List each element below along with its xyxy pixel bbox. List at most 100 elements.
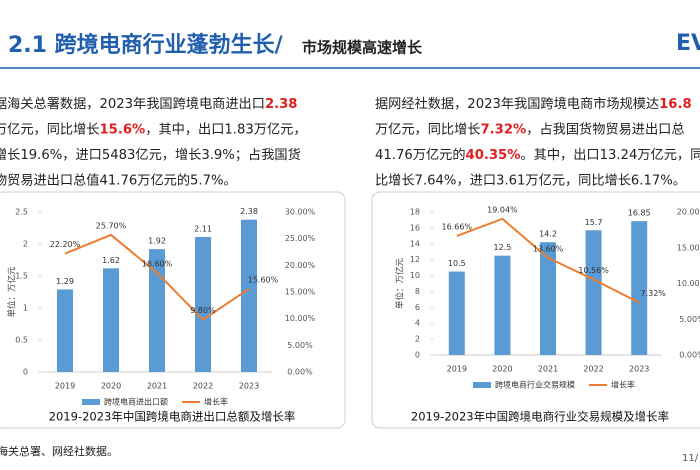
bar-value-label: 1.92 [148,237,166,246]
text-run: ，其中，出口1.83万亿元， [145,122,306,138]
y2-tick-label: 5.00% [287,341,313,350]
y-tick-label: 10 [410,271,420,280]
text-run: 16.8 [659,97,692,112]
bar-value-label: 16.85 [628,209,651,218]
text-run: 41.76万亿元的 [375,147,466,163]
page-number: 11/ [682,453,699,464]
paragraph-line: 据海关总署数据，2023年我国跨境电商进出口2.38 [0,96,297,112]
bar [103,268,119,372]
line-value-label: 13.60% [533,244,564,253]
y-tick-label: 2.5 [15,208,28,217]
bar-value-label: 2.11 [194,224,212,233]
chart-caption: 2019-2023年中国跨境电商行业交易规模及增长率 [411,410,669,424]
logo: EV [676,31,700,56]
line-value-label: 7.32% [640,289,666,298]
y-axis-label: 单位：万亿元 [395,258,406,310]
chart-box [371,191,700,429]
text-run: 7.32% [481,123,527,138]
y-tick-label: 0 [415,351,420,360]
y2-tick-label: 25.00% [285,234,316,243]
y2-tick-label: 30.00% [285,208,316,217]
legend-label: 增长率 [611,380,635,390]
subtitle: 市场规模高速增长 [302,39,423,57]
y2-tick-label: 20.00% [285,261,316,270]
y2-tick-label: 20.00% [677,208,700,217]
bar [585,230,602,355]
paragraph-line: 万亿元，同比增长15.6%，其中，出口1.83万亿元， [0,122,307,138]
line-value-label: 18.60% [142,259,173,268]
y-tick-label: 0 [23,368,28,377]
bar [494,255,511,355]
chart-caption: 2019-2023年中国跨境电商进出口总额及增长率 [49,410,296,424]
x-tick-label: 2022 [583,365,603,374]
text-run: 增长19.6%，进口5483亿元，增长3.9%；占我国货 [0,146,301,163]
line-value-label: 9.80% [190,306,216,315]
title: 2.1 跨境电商行业蓬勃生长/ [8,32,284,58]
line-value-label: 25.70% [96,221,127,230]
text-run: ，占我国货物贸易进出口总 [526,121,684,138]
bar [448,271,465,355]
bar [241,219,257,372]
paragraph-line: 比增长7.64%，进口3.61万亿元，同比增长6.17%。 [375,173,686,189]
x-tick-label: 2021 [147,382,167,391]
line-series [456,217,640,304]
legend-label: 增长率 [204,397,228,407]
bar-value-label: 1.62 [102,256,120,265]
text-run: 2.38 [265,97,298,112]
y-tick-label: 6 [415,303,420,312]
bar [540,242,556,355]
text-run: 40.35% [466,148,521,163]
x-tick-label: 2022 [193,382,213,391]
bar-value-label: 15.7 [585,218,603,227]
paragraph-line: 万亿元，同比增长7.32%，占我国货物贸易进出口总 [375,121,685,138]
text-run: 万亿元，同比增长 [375,122,481,138]
paragraph-line: 41.76万亿元的40.35%。其中，出口13.24万亿元，同 [375,147,700,163]
x-tick-label: 2023 [629,365,649,374]
chart-box [0,191,346,429]
y2-tick-label: 10.00% [677,279,700,288]
line-value-label: 10.56% [578,266,609,275]
line-series [64,233,250,322]
bar [149,249,165,372]
bar [631,221,648,355]
x-tick-label: 2019 [55,382,75,391]
x-tick-label: 2020 [101,382,121,391]
y-tick-label: 12 [410,255,420,264]
x-tick-label: 2020 [492,365,512,374]
y-tick-label: 1 [23,304,28,313]
source-note: 海关总署、网经社数据。 [0,444,118,458]
y-tick-label: 18 [410,208,420,217]
y-tick-label: 1.5 [15,272,28,281]
text-run: 15.6% [100,123,146,138]
bar-value-label: 2.38 [240,207,258,216]
legend-swatch [82,399,100,405]
bar-value-label: 12.5 [493,243,511,252]
y-axis-label: 单位：万亿元 [7,266,18,318]
paragraph-line: 物贸易进出口总值41.76万亿元的5.7%。 [0,173,237,189]
legend-swatch [473,382,491,388]
x-tick-label: 2023 [239,382,259,391]
text-run: 比增长7.64%，进口3.61万亿元，同比增长6.17%。 [375,173,686,189]
y-tick-label: 14 [410,239,420,248]
line-value-label: 22.20% [50,240,81,249]
text-run: 。其中，出口13.24万亿元，同 [520,147,700,163]
paragraph-line: 增长19.6%，进口5483亿元，增长3.9%；占我国货 [0,146,301,163]
y-tick-label: 0.5 [15,336,28,345]
bar-value-label: 14.2 [539,230,557,239]
paragraph-line: 据网经社数据，2023年我国跨境电商市场规模达16.8 [375,95,692,112]
y-tick-label: 2 [415,335,420,344]
y2-tick-label: 5.00% [679,315,700,324]
text-run: 万亿元，同比增长 [0,122,100,138]
bar [195,236,211,372]
bar-value-label: 10.5 [448,259,466,268]
y2-tick-label: 0.00% [679,351,700,360]
legend-label: 跨境电商行业交易规模 [495,380,575,390]
y-tick-label: 2 [23,240,28,249]
text-run: 物贸易进出口总值41.76万亿元的5.7%。 [0,173,237,189]
legend-label: 跨境电商进出口额 [104,397,168,407]
line-value-label: 15.60% [248,275,279,284]
text-run: 据网经社数据，2023年我国跨境电商市场规模达 [375,95,659,112]
y2-tick-label: 0.00% [287,368,313,377]
bar [57,289,73,372]
